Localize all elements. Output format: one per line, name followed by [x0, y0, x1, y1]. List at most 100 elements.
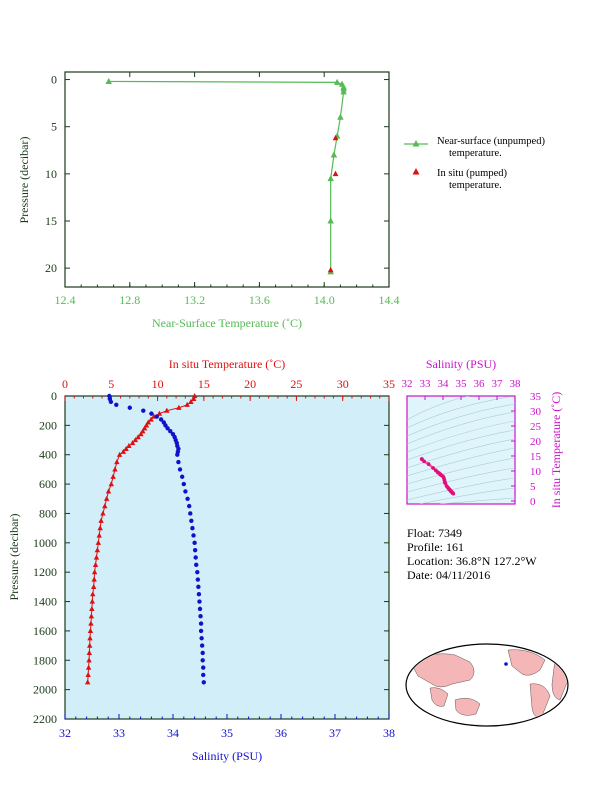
temperature-point	[156, 410, 163, 416]
temperature-point	[135, 434, 141, 440]
salinity-point	[179, 474, 185, 479]
ts-x-tick-label: 35	[456, 378, 468, 390]
near-surface-plot-frame	[64, 71, 390, 288]
near-surface-point	[327, 217, 334, 224]
salinity-axis-label: Salinity (PSU)	[192, 749, 262, 763]
temperature-point	[140, 428, 146, 434]
temperature-point	[105, 488, 112, 494]
y-tick-label: 10	[45, 167, 57, 181]
temperature-point	[132, 437, 139, 443]
sal-tick-label: 36	[275, 726, 287, 740]
salinity-point	[193, 555, 198, 560]
ts-x-tick-label: 36	[474, 378, 486, 390]
ts-diagram: 32 33 34 35 36 37 38 0 5 10 15 20 25 30 35 Salinity (P…	[402, 357, 564, 508]
salinity-point	[188, 511, 193, 516]
ts-density-contours	[407, 396, 515, 504]
profile-number: Profile: 161	[407, 540, 464, 554]
temperature-point	[143, 422, 150, 428]
profile-plot-frame	[64, 395, 390, 720]
pressure-tick-label: 800	[39, 506, 57, 520]
insitu-temperature-axis-label: In situ Temperature (˚C)	[169, 357, 286, 371]
sal-tick-label: 34	[167, 726, 179, 740]
x-tick-label: 13.2	[184, 293, 205, 307]
temperature-point	[85, 664, 92, 670]
salinity-point	[168, 429, 173, 434]
salinity-point	[192, 547, 198, 553]
temp-tick-label: 25	[290, 377, 302, 391]
y-tick-label: 5	[51, 120, 57, 134]
salinity-point	[177, 467, 183, 472]
temperature-point	[98, 517, 104, 523]
temperature-point	[141, 425, 148, 431]
temperature-point	[86, 649, 93, 656]
salinity-point	[201, 672, 206, 678]
float-id: Float: 7349	[407, 526, 463, 540]
temperature-point	[126, 442, 132, 449]
salinity-point	[175, 452, 180, 457]
temperature-point	[176, 404, 182, 410]
temperature-point	[89, 598, 96, 604]
salinity-point	[198, 614, 203, 619]
y-tick-label: 15	[45, 214, 57, 228]
profile-y-label: Pressure (decibar)	[7, 514, 21, 601]
legend-pumped-line1: In situ (pumped)	[437, 168, 507, 179]
salinity-point	[176, 459, 181, 465]
ts-x-tick-label: 32	[402, 378, 413, 390]
temperature-point	[87, 627, 94, 634]
pressure-tick-label: 1200	[33, 565, 57, 579]
salinity-point	[154, 414, 159, 419]
float-location-marker	[504, 662, 508, 666]
temperature-point	[108, 481, 114, 487]
ts-y-tick-label: 25	[530, 421, 542, 433]
temperature-point	[93, 554, 100, 560]
salinity-point	[200, 650, 205, 656]
temperature-point	[85, 671, 91, 678]
salinity-point	[185, 496, 190, 501]
ts-y-tick-label: 35	[530, 391, 542, 403]
sal-tick-label: 35	[221, 726, 233, 740]
map-land-australia	[454, 698, 481, 716]
near-surface-chart: 12.4 12.8 13.2 13.6 14.0 14.4 0 5 10 15 20 Near-Su…	[17, 71, 400, 330]
salinity-point	[192, 540, 197, 546]
near-surface-point	[330, 151, 338, 158]
ts-y-tick-label: 15	[530, 451, 542, 463]
temperature-point	[89, 605, 95, 611]
ts-x-tick-label: 37	[492, 378, 504, 390]
salinity-point	[200, 658, 205, 663]
y-tick-label: 0	[51, 73, 57, 87]
temperature-point	[114, 459, 120, 465]
temperature-point	[129, 439, 136, 446]
temperature-point	[88, 613, 95, 619]
pressure-tick-label: 1600	[33, 624, 57, 638]
temperature-point	[123, 445, 129, 451]
temp-tick-label: 20	[244, 377, 256, 391]
float-location: Location: 36.8°N 127.2°W	[407, 554, 537, 568]
near-surface-point	[333, 78, 341, 85]
temperature-point	[90, 591, 96, 597]
salinity-point	[189, 518, 194, 523]
temperature-point	[96, 532, 102, 538]
salinity-point	[181, 481, 186, 487]
salinity-point	[195, 577, 201, 582]
temperature-point	[188, 398, 194, 404]
temp-tick-label: 35	[383, 377, 395, 391]
salinity-point	[199, 643, 205, 648]
salinity-point	[196, 592, 202, 597]
salinity-point	[199, 636, 204, 641]
temperature-point	[94, 547, 101, 553]
salinity-point	[127, 405, 132, 410]
temperature-point	[87, 642, 93, 648]
insitu-surface-point	[327, 266, 334, 273]
temperature-point	[86, 657, 92, 663]
ts-y-tick-label: 0	[530, 496, 536, 508]
temperature-point	[84, 679, 91, 685]
temperature-point	[110, 473, 116, 479]
salinity-point	[149, 411, 154, 416]
salinity-point	[165, 426, 170, 431]
map-outline	[405, 643, 569, 727]
x-tick-label: 14.0	[314, 293, 335, 307]
temperature-point	[116, 451, 123, 457]
pressure-tick-label: 2200	[33, 712, 57, 726]
near-surface-point	[327, 174, 334, 182]
legend-red-triangle	[412, 168, 420, 175]
